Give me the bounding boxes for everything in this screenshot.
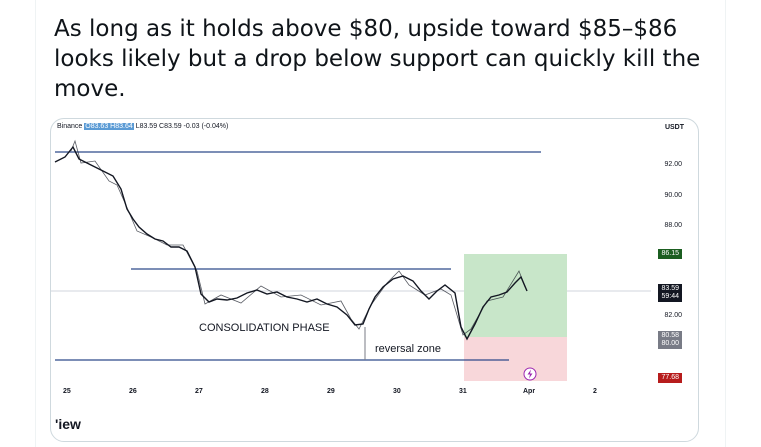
stop-price-under: 80.00 bbox=[661, 340, 679, 347]
date-tick: Apr bbox=[523, 388, 536, 395]
post-text: As long as it holds above $80, upside to… bbox=[54, 16, 701, 102]
date-tick: 2 bbox=[593, 388, 597, 395]
date-tick: 31 bbox=[459, 388, 467, 395]
lightning-icon[interactable] bbox=[523, 367, 537, 381]
date-tick: 25 bbox=[63, 388, 71, 395]
price-line bbox=[54, 145, 528, 341]
ticker-info: Binance O83.63 H83.64 L83.59 C83.59 -0.0… bbox=[57, 123, 228, 130]
price-tick: 88.00 bbox=[664, 222, 682, 229]
price-tick: 90.00 bbox=[664, 192, 682, 199]
stop-price-value: 80.58 bbox=[661, 332, 679, 339]
chart-image-card[interactable]: Binance O83.63 H83.64 L83.59 C83.59 -0.0… bbox=[50, 118, 699, 442]
date-tick: 30 bbox=[393, 388, 401, 395]
currency-label: USDT bbox=[664, 124, 684, 131]
tradingview-logo: 'iew bbox=[55, 416, 81, 432]
loss-zone bbox=[464, 337, 567, 381]
low-price-tag: 77.68 bbox=[658, 373, 682, 383]
current-price-tag: 83.59 59:44 bbox=[658, 284, 682, 302]
date-tick: 26 bbox=[129, 388, 137, 395]
timeline-border-left bbox=[35, 0, 36, 447]
price-tick: 92.00 bbox=[664, 161, 682, 168]
profit-zone bbox=[464, 254, 567, 337]
price-chart bbox=[51, 139, 651, 381]
price-line-wicks bbox=[70, 139, 526, 336]
reversal-annotation: reversal zone bbox=[375, 343, 442, 355]
date-tick: 28 bbox=[261, 388, 269, 395]
date-tick: 29 bbox=[327, 388, 335, 395]
current-price-countdown: 59:44 bbox=[661, 293, 679, 300]
ticker-ohl: O83.63 H83.64 bbox=[84, 123, 134, 130]
timeline-border-right bbox=[725, 0, 726, 447]
stop-price-tag: 80.58 80.00 bbox=[658, 331, 682, 349]
ticker-rest: L83.59 C83.59 -0.03 (-0.04%) bbox=[135, 123, 229, 130]
target-price-tag: 86.15 bbox=[658, 249, 682, 259]
consolidation-annotation: CONSOLIDATION PHASE bbox=[199, 322, 330, 334]
date-tick: 27 bbox=[195, 388, 203, 395]
ticker-exchange: Binance bbox=[57, 123, 83, 130]
price-tick: 82.00 bbox=[664, 312, 682, 319]
current-price-value: 83.59 bbox=[661, 285, 679, 292]
